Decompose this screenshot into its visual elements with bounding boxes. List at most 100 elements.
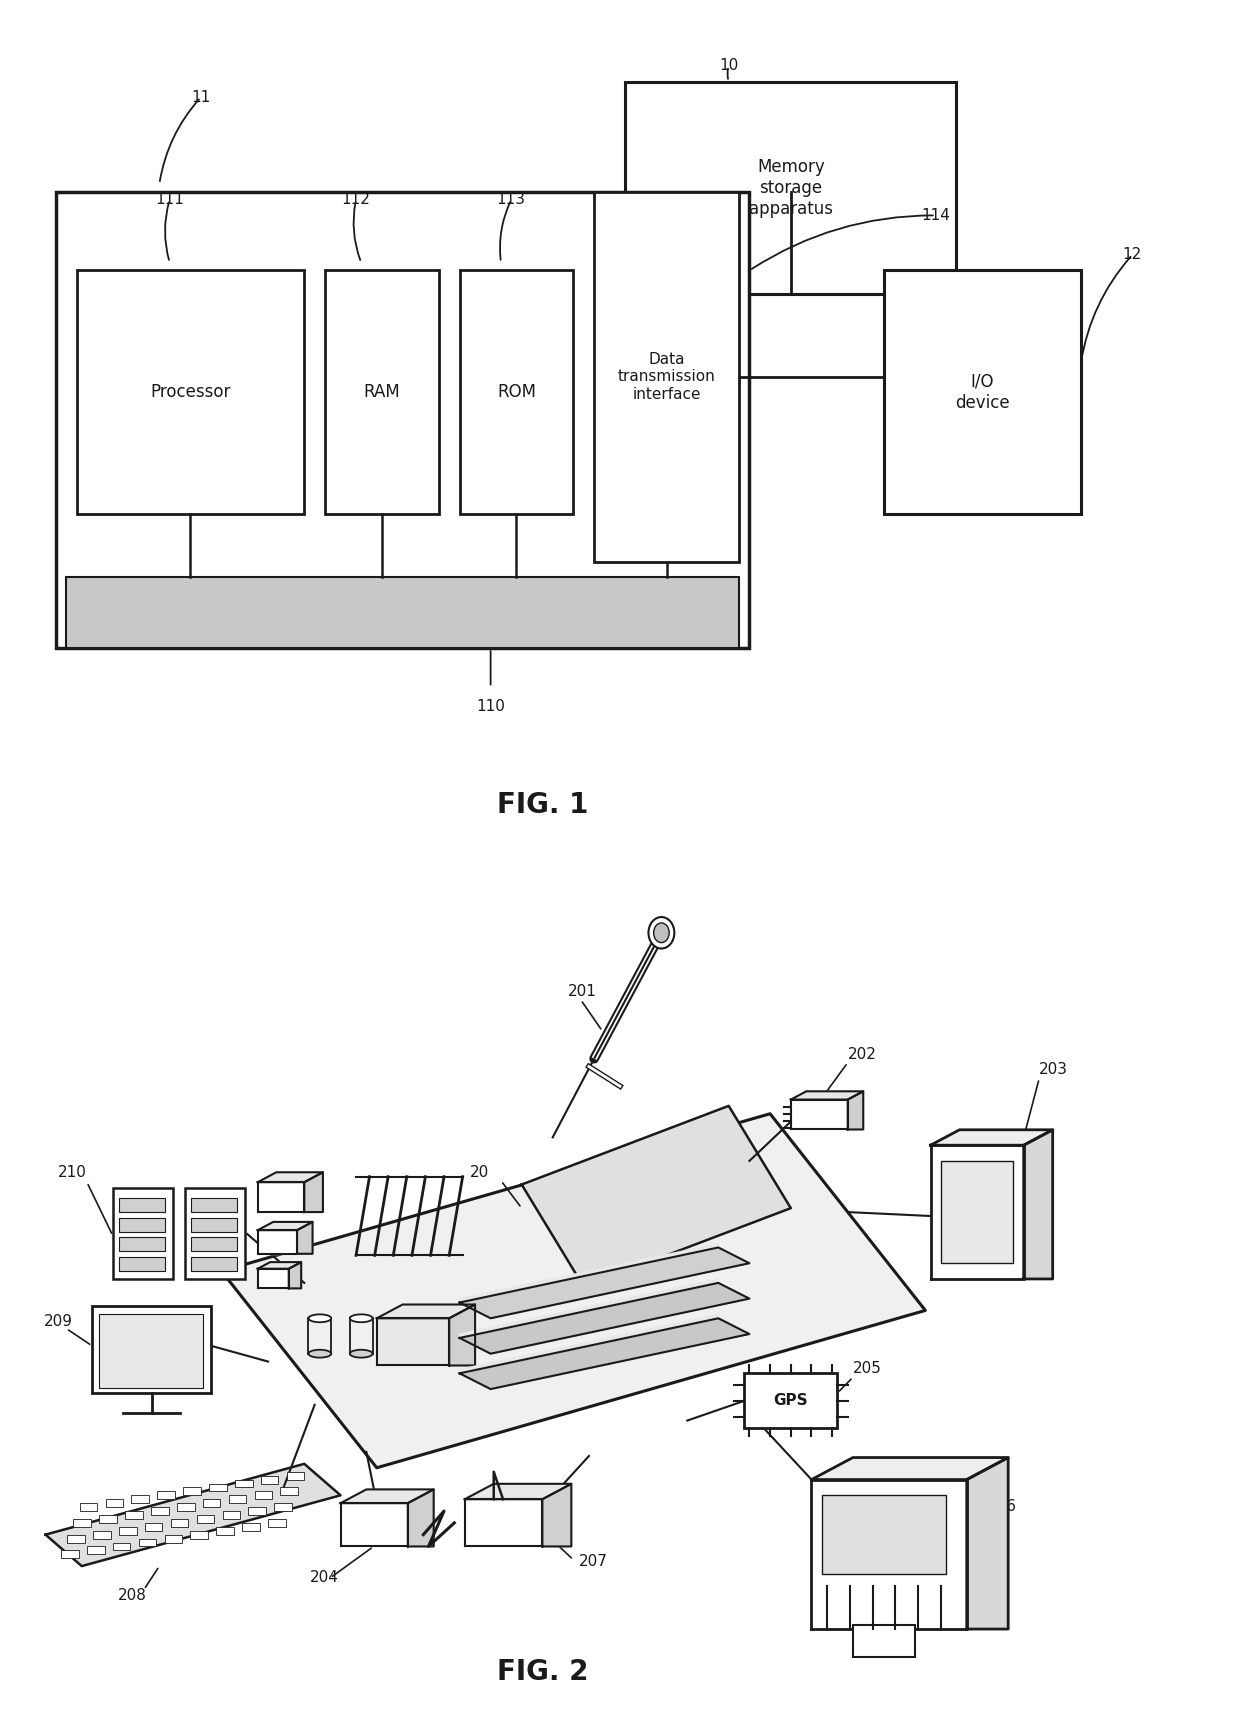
Bar xyxy=(853,1625,915,1657)
Bar xyxy=(79,1502,97,1511)
Text: Data
transmission
interface: Data transmission interface xyxy=(618,351,715,401)
Text: 201: 201 xyxy=(568,984,598,998)
Text: 202: 202 xyxy=(848,1046,877,1062)
Text: 205: 205 xyxy=(853,1361,882,1377)
Polygon shape xyxy=(791,1100,848,1129)
Polygon shape xyxy=(258,1268,289,1289)
Text: ROM: ROM xyxy=(497,384,536,401)
Bar xyxy=(105,1499,123,1508)
Text: 10: 10 xyxy=(719,59,738,74)
Bar xyxy=(222,1511,241,1520)
Polygon shape xyxy=(258,1172,322,1182)
Text: 110: 110 xyxy=(476,699,505,714)
Text: GPS: GPS xyxy=(774,1394,808,1408)
Text: I/O
device: I/O device xyxy=(955,373,1009,411)
Bar xyxy=(87,1547,104,1554)
Polygon shape xyxy=(289,1261,301,1289)
Bar xyxy=(191,1198,237,1212)
Bar xyxy=(139,1539,156,1547)
Text: 204: 204 xyxy=(310,1570,339,1585)
Bar xyxy=(99,1313,203,1387)
Bar xyxy=(191,1217,237,1232)
Bar xyxy=(197,1514,215,1523)
Bar xyxy=(191,1530,208,1539)
Bar xyxy=(77,270,304,515)
Polygon shape xyxy=(222,1113,925,1468)
Polygon shape xyxy=(460,1318,749,1389)
Bar xyxy=(177,1502,195,1511)
Ellipse shape xyxy=(309,1349,331,1358)
Bar xyxy=(66,577,739,649)
Bar xyxy=(113,1542,130,1551)
Bar xyxy=(93,1530,110,1539)
Text: 12: 12 xyxy=(1122,248,1142,262)
Polygon shape xyxy=(258,1182,304,1212)
Bar xyxy=(61,1551,78,1558)
Bar xyxy=(119,1256,165,1272)
Text: 114: 114 xyxy=(921,208,950,224)
Bar xyxy=(460,270,573,515)
Text: FIG. 1: FIG. 1 xyxy=(497,792,588,819)
Polygon shape xyxy=(811,1458,1008,1480)
Polygon shape xyxy=(542,1484,572,1547)
Text: 209: 209 xyxy=(43,1315,72,1329)
Polygon shape xyxy=(408,1489,434,1547)
Text: 112: 112 xyxy=(341,193,371,207)
Polygon shape xyxy=(304,1172,322,1212)
Bar xyxy=(113,1189,172,1279)
Bar xyxy=(119,1527,136,1535)
Bar xyxy=(185,1189,246,1279)
Bar xyxy=(157,1492,175,1499)
Polygon shape xyxy=(460,1315,718,1373)
Bar xyxy=(119,1237,165,1251)
Polygon shape xyxy=(811,1480,967,1630)
Polygon shape xyxy=(848,1091,863,1129)
Bar xyxy=(625,81,956,294)
Bar xyxy=(274,1502,291,1511)
Polygon shape xyxy=(341,1502,408,1547)
Bar xyxy=(260,1475,279,1484)
Bar xyxy=(280,1487,298,1496)
Bar xyxy=(242,1523,259,1530)
Ellipse shape xyxy=(350,1349,372,1358)
Bar xyxy=(594,191,739,561)
Polygon shape xyxy=(465,1499,542,1547)
Text: 11: 11 xyxy=(191,89,211,105)
Polygon shape xyxy=(930,1144,1024,1279)
Polygon shape xyxy=(377,1318,449,1365)
Bar xyxy=(203,1499,221,1508)
Bar xyxy=(119,1217,165,1232)
Polygon shape xyxy=(460,1248,749,1318)
Text: 206: 206 xyxy=(987,1499,1017,1514)
Text: FIG. 2: FIG. 2 xyxy=(496,1659,588,1687)
Polygon shape xyxy=(967,1458,1008,1630)
Polygon shape xyxy=(465,1484,572,1499)
Polygon shape xyxy=(522,1107,791,1287)
Text: Processor: Processor xyxy=(150,384,231,401)
Polygon shape xyxy=(341,1489,434,1502)
Bar xyxy=(131,1496,149,1502)
Polygon shape xyxy=(460,1282,749,1354)
Bar xyxy=(268,1520,285,1527)
Bar xyxy=(165,1535,182,1542)
Bar xyxy=(744,1373,837,1428)
Polygon shape xyxy=(460,1279,718,1337)
Bar xyxy=(191,1256,237,1272)
Bar xyxy=(941,1162,1013,1263)
Bar xyxy=(73,1520,91,1527)
Text: 203: 203 xyxy=(1039,1062,1068,1077)
Polygon shape xyxy=(258,1261,301,1268)
Ellipse shape xyxy=(653,922,670,943)
Polygon shape xyxy=(449,1305,475,1365)
Polygon shape xyxy=(930,1129,1053,1144)
Text: Memory
storage
apparatus: Memory storage apparatus xyxy=(749,158,833,217)
Bar xyxy=(210,1484,227,1492)
Bar xyxy=(191,1237,237,1251)
Bar xyxy=(184,1487,201,1496)
Bar xyxy=(234,1480,253,1487)
Bar xyxy=(248,1508,267,1514)
Polygon shape xyxy=(460,1244,718,1303)
Bar xyxy=(151,1508,169,1514)
Bar xyxy=(145,1523,162,1530)
Ellipse shape xyxy=(350,1315,372,1322)
